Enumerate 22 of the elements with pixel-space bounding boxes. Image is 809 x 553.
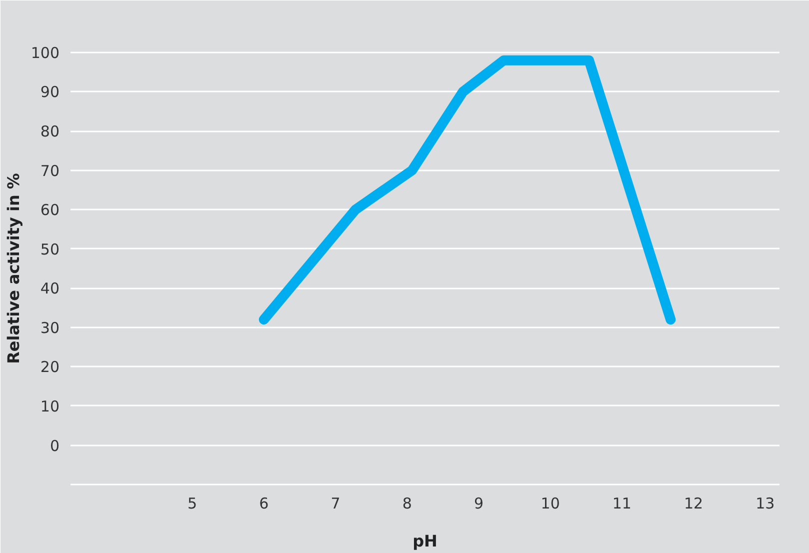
y-tick-label: 50	[40, 240, 60, 258]
y-tick-label: 80	[40, 122, 60, 141]
x-tick-label: 10	[540, 494, 560, 512]
x-tick-label: 6	[259, 494, 269, 512]
x-tick-label: 12	[684, 494, 704, 512]
x-tick-label: 13	[756, 494, 775, 512]
y-tick-label: 70	[40, 162, 60, 180]
y-tick-label: 30	[40, 318, 60, 337]
y-tick-label: 10	[40, 397, 60, 416]
y-tick-label: 20	[40, 358, 60, 376]
x-tick-label: 7	[330, 494, 340, 512]
y-tick-label: 40	[40, 280, 60, 298]
x-axis-title: pH	[412, 532, 438, 550]
y-tick-label: 0	[50, 436, 60, 455]
y-tick-label: 100	[30, 44, 60, 62]
y-tick-label: 60	[40, 201, 60, 220]
y-tick-label: 90	[40, 83, 60, 102]
y-axis-title: Relative activity in %	[4, 173, 23, 364]
x-tick-label: 11	[612, 494, 632, 512]
x-tick-label: 5	[187, 494, 198, 512]
x-tick-label: 8	[402, 494, 412, 512]
x-tick-label: 9	[474, 494, 484, 512]
